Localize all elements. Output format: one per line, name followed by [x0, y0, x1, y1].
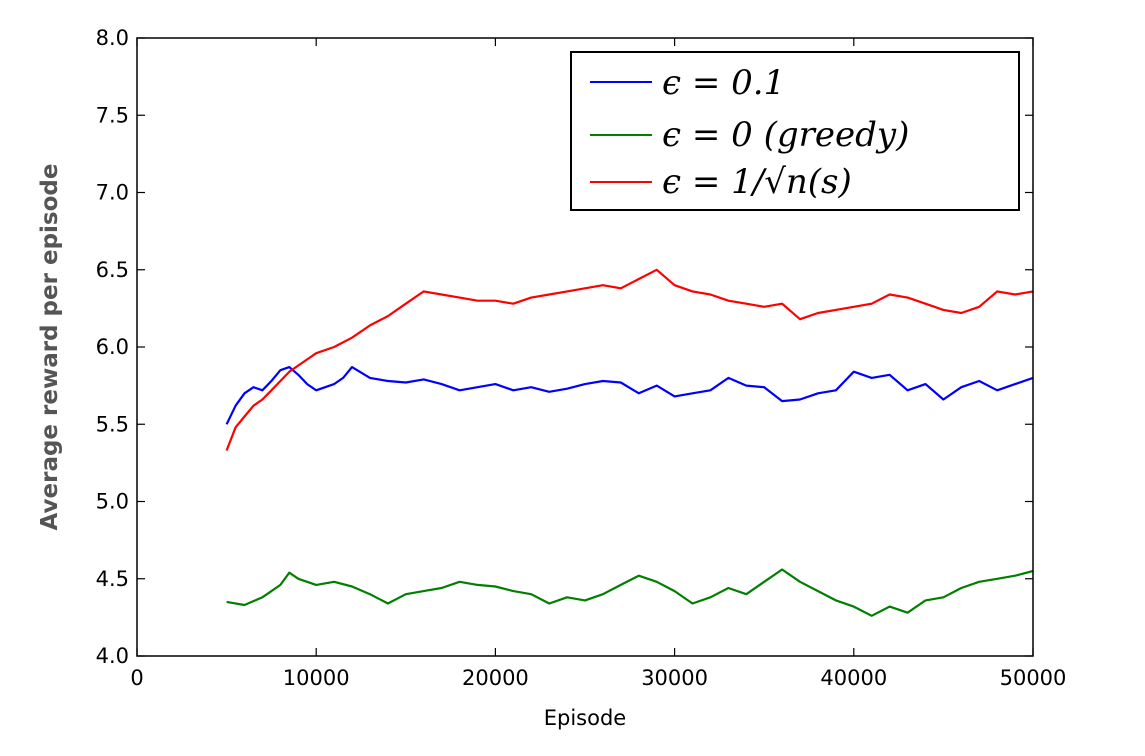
y-tick-label-7: 7.5 [96, 103, 129, 127]
y-tick-label-2: 5.0 [96, 490, 129, 514]
legend: ϵ = 0.1 ϵ = 0 (greedy) ϵ = 1/√n(s) [570, 51, 1020, 211]
x-axis-label: Episode [544, 706, 626, 730]
x-tick-label-0: 0 [130, 666, 143, 690]
x-tick-label-3: 30000 [641, 666, 708, 690]
legend-box [570, 51, 1020, 211]
series-line-0 [225, 366, 1034, 425]
y-tick-label-8: 8.0 [96, 26, 129, 50]
x-tick-label-4: 40000 [820, 666, 887, 690]
legend-entry-epsilon-greedy: ϵ = 0 (greedy) [662, 115, 909, 155]
series-layer [225, 268, 1034, 617]
y-axis-label: Average reward per episode [37, 164, 63, 531]
x-tick-label-1: 10000 [283, 666, 350, 690]
y-tick-label-3: 5.5 [96, 412, 129, 436]
legend-entry-epsilon-0.1: ϵ = 0.1 [662, 63, 785, 103]
legend-entry-epsilon-sqrt: ϵ = 1/√n(s) [662, 162, 852, 202]
x-tick-label-5: 50000 [1000, 666, 1067, 690]
y-tick-label-0: 4.0 [96, 644, 129, 668]
series-line-1 [226, 568, 1034, 617]
y-tick-label-6: 7.0 [96, 181, 129, 205]
x-tick-label-2: 20000 [462, 666, 529, 690]
y-tick-label-5: 6.5 [96, 258, 129, 282]
y-tick-label-1: 4.5 [96, 567, 129, 591]
ticks-layer: 0 10000 20000 30000 40000 50000 4.0 4.5 5.0 5.5 6.… [96, 26, 1067, 690]
y-tick-label-4: 6.0 [96, 335, 129, 359]
series-line-2 [225, 268, 1034, 451]
